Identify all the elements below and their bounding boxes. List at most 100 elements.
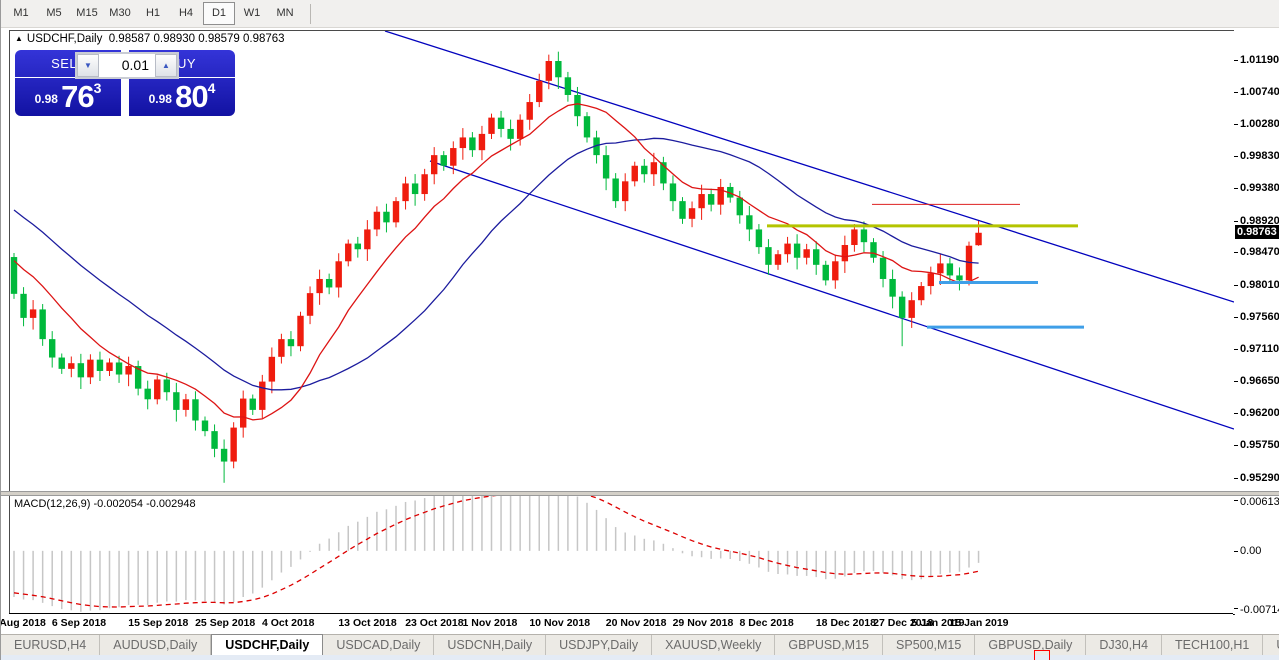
date-axis-label: 23 Oct 2018 (405, 617, 464, 629)
timeframe-button-m15[interactable]: M15 (76, 7, 98, 19)
price-axis: 1.01190 1.00740 1.00280 0.99830 0.99380 0.989… (1234, 30, 1279, 492)
axis-tick-mark (1234, 381, 1238, 383)
price-axis-label: 0.99830 (1240, 150, 1279, 163)
axis-tick-mark (1234, 444, 1238, 446)
sell-price[interactable]: 0.98 763 (15, 78, 121, 117)
timeframe-button-d1[interactable]: D1 (203, 2, 235, 25)
buy-price-small: 0.98 (148, 92, 172, 106)
price-axis-label: 0.98470 (1240, 246, 1279, 259)
sell-price-big: 76 (61, 79, 94, 114)
buy-price[interactable]: 0.98 804 (129, 78, 235, 117)
macd-axis-label: 0.006137 (1240, 496, 1279, 508)
macd-indicator-pane[interactable]: MACD(12,26,9) -0.002054 -0.002948 (9, 496, 1235, 615)
date-axis-label: 13 Oct 2018 (338, 617, 397, 629)
macd-axis-label: 0.00 (1240, 544, 1262, 557)
date-axis-label: 10 Nov 2018 (529, 617, 591, 629)
macd-canvas (13, 496, 980, 612)
chart-tab-bar: EURUSD,H4 AUDUSD,Daily USDCHF,Daily USDCAD,… (1, 634, 1279, 656)
date-axis-label: 15 Sep 2018 (128, 617, 189, 629)
chart-symbol-label: USDCHF,Daily (26, 33, 103, 45)
one-click-trading-panel: SELL 0.98 763 BUY 0.98 804 ▼ 0.01 ▲ (15, 50, 235, 116)
chart-tab-audusd[interactable]: AUDUSD,Daily (100, 635, 212, 656)
chevron-up-icon: ▲ (162, 61, 170, 70)
lot-increase-button[interactable]: ▲ (155, 54, 177, 77)
chart-tab-gbpusd[interactable]: GBPUSD,M15 (775, 635, 884, 656)
price-axis-label: 1.00280 (1240, 118, 1279, 131)
chart-tab-dj30[interactable]: DJ30,H4 (1086, 635, 1163, 656)
price-axis-label: 1.01190 (1240, 54, 1279, 66)
toolbar-separator (310, 3, 311, 24)
chart-tab-eurusd[interactable]: EURUSD,H4 (1, 635, 101, 656)
macd-values: -0.002054 -0.002948 (93, 498, 196, 510)
date-axis-label: 29 Nov 2018 (672, 617, 734, 629)
price-axis-label: 0.98920 (1240, 214, 1279, 227)
timeframe-button-w1[interactable]: W1 (243, 7, 261, 19)
red-selection-marker (1034, 650, 1050, 660)
axis-tick-mark (1234, 316, 1238, 318)
buy-price-sup: 4 (207, 80, 216, 96)
macd-label: MACD(12,26,9) -0.002054 -0.002948 (14, 498, 196, 510)
price-axis-label: 0.96200 (1240, 407, 1279, 420)
date-axis-label: 6 Sep 2018 (51, 617, 107, 629)
timeframe-button-mn[interactable]: MN (276, 7, 294, 19)
chart-tab-ukoil[interactable]: UKOil,H1 (1263, 635, 1279, 656)
timeframe-button-h1[interactable]: H1 (145, 7, 161, 19)
pane-splitter[interactable] (1, 491, 1279, 496)
buy-price-big: 80 (175, 79, 208, 114)
timeframe-toolbar: M1 M5 M15 M30 H1 H4 D1 W1 MN (1, 0, 1279, 28)
chart-tab-sp500[interactable]: SP500,M15 (883, 635, 976, 656)
chart-ohlc-header: ▲ USDCHF,Daily 0.98587 0.98930 0.98579 0.… (15, 33, 285, 45)
timeframe-button-m1[interactable]: M1 (13, 7, 29, 19)
date-axis-label: 27 Dec 2018 (873, 617, 934, 629)
axis-tick-mark (1234, 499, 1238, 501)
macd-axis: 0.006137 0.00 -0.007142 (1234, 496, 1279, 617)
date-axis: 27 Aug 2018 6 Sep 2018 15 Sep 2018 25 Sep 2… (1, 613, 1233, 634)
price-axis-label: 0.95750 (1240, 438, 1279, 451)
date-axis-label: 15 Jan 2019 (949, 617, 1009, 629)
chevron-down-icon: ▼ (84, 61, 92, 70)
date-axis-label: 1 Nov 2018 (462, 617, 518, 629)
chart-tab-usdcad[interactable]: USDCAD,Daily (323, 635, 435, 656)
chart-tab-xauusd[interactable]: XAUUSD,Weekly (652, 635, 776, 656)
lot-size-control: ▼ 0.01 ▲ (75, 52, 179, 79)
axis-tick-mark (1234, 608, 1238, 609)
chart-tab-tech100[interactable]: TECH100,H1 (1162, 635, 1264, 656)
collapse-panel-icon[interactable]: ▲ (15, 34, 23, 43)
axis-tick-mark (1234, 348, 1238, 350)
sell-price-sup: 3 (93, 80, 102, 96)
axis-tick-mark (1234, 156, 1238, 158)
axis-tick-mark (1234, 477, 1238, 479)
price-chart-canvas[interactable] (10, 31, 1234, 491)
macd-name: MACD(12,26,9) (14, 498, 91, 510)
axis-tick-mark (1234, 220, 1238, 222)
price-axis-label: 0.96650 (1240, 375, 1279, 388)
lot-decrease-button[interactable]: ▼ (77, 54, 99, 77)
bottom-strip (1, 655, 1279, 660)
chart-ohlc-values: 0.98587 0.98930 0.98579 0.98763 (108, 33, 285, 45)
lot-size-input[interactable]: 0.01 (121, 57, 149, 73)
price-axis-label: 0.98010 (1240, 279, 1279, 292)
macd-axis-label: -0.007142 (1240, 604, 1279, 617)
axis-tick-mark (1234, 188, 1238, 190)
date-axis-label: 27 Aug 2018 (0, 617, 46, 629)
timeframe-button-h4[interactable]: H4 (178, 7, 194, 19)
chart-tab-usdcnh[interactable]: USDCNH,Daily (434, 635, 547, 656)
axis-tick-mark (1234, 252, 1238, 254)
timeframe-button-m30[interactable]: M30 (109, 7, 131, 19)
price-axis-label: 0.95290 (1240, 471, 1279, 484)
axis-tick-mark (1234, 285, 1238, 287)
timeframe-button-m5[interactable]: M5 (46, 7, 62, 19)
timeframe-button-group: M1 M5 M15 M30 H1 H4 D1 W1 MN (5, 2, 302, 25)
price-axis-label: 0.97110 (1240, 342, 1279, 355)
date-axis-label: 8 Dec 2018 (739, 617, 794, 629)
price-axis-label: 1.00740 (1240, 85, 1279, 98)
sell-price-small: 0.98 (34, 92, 58, 106)
axis-tick-mark (1234, 124, 1238, 126)
price-axis-label: 0.99380 (1240, 182, 1279, 195)
price-axis-label: 0.97560 (1240, 310, 1279, 323)
chart-tab-usdjpy[interactable]: USDJPY,Daily (546, 635, 653, 656)
date-axis-label: 25 Sep 2018 (195, 617, 256, 629)
chart-tab-usdchf[interactable]: USDCHF,Daily (211, 634, 324, 656)
chart-tab-gbpusd[interactable]: GBPUSD,Daily (975, 635, 1087, 656)
